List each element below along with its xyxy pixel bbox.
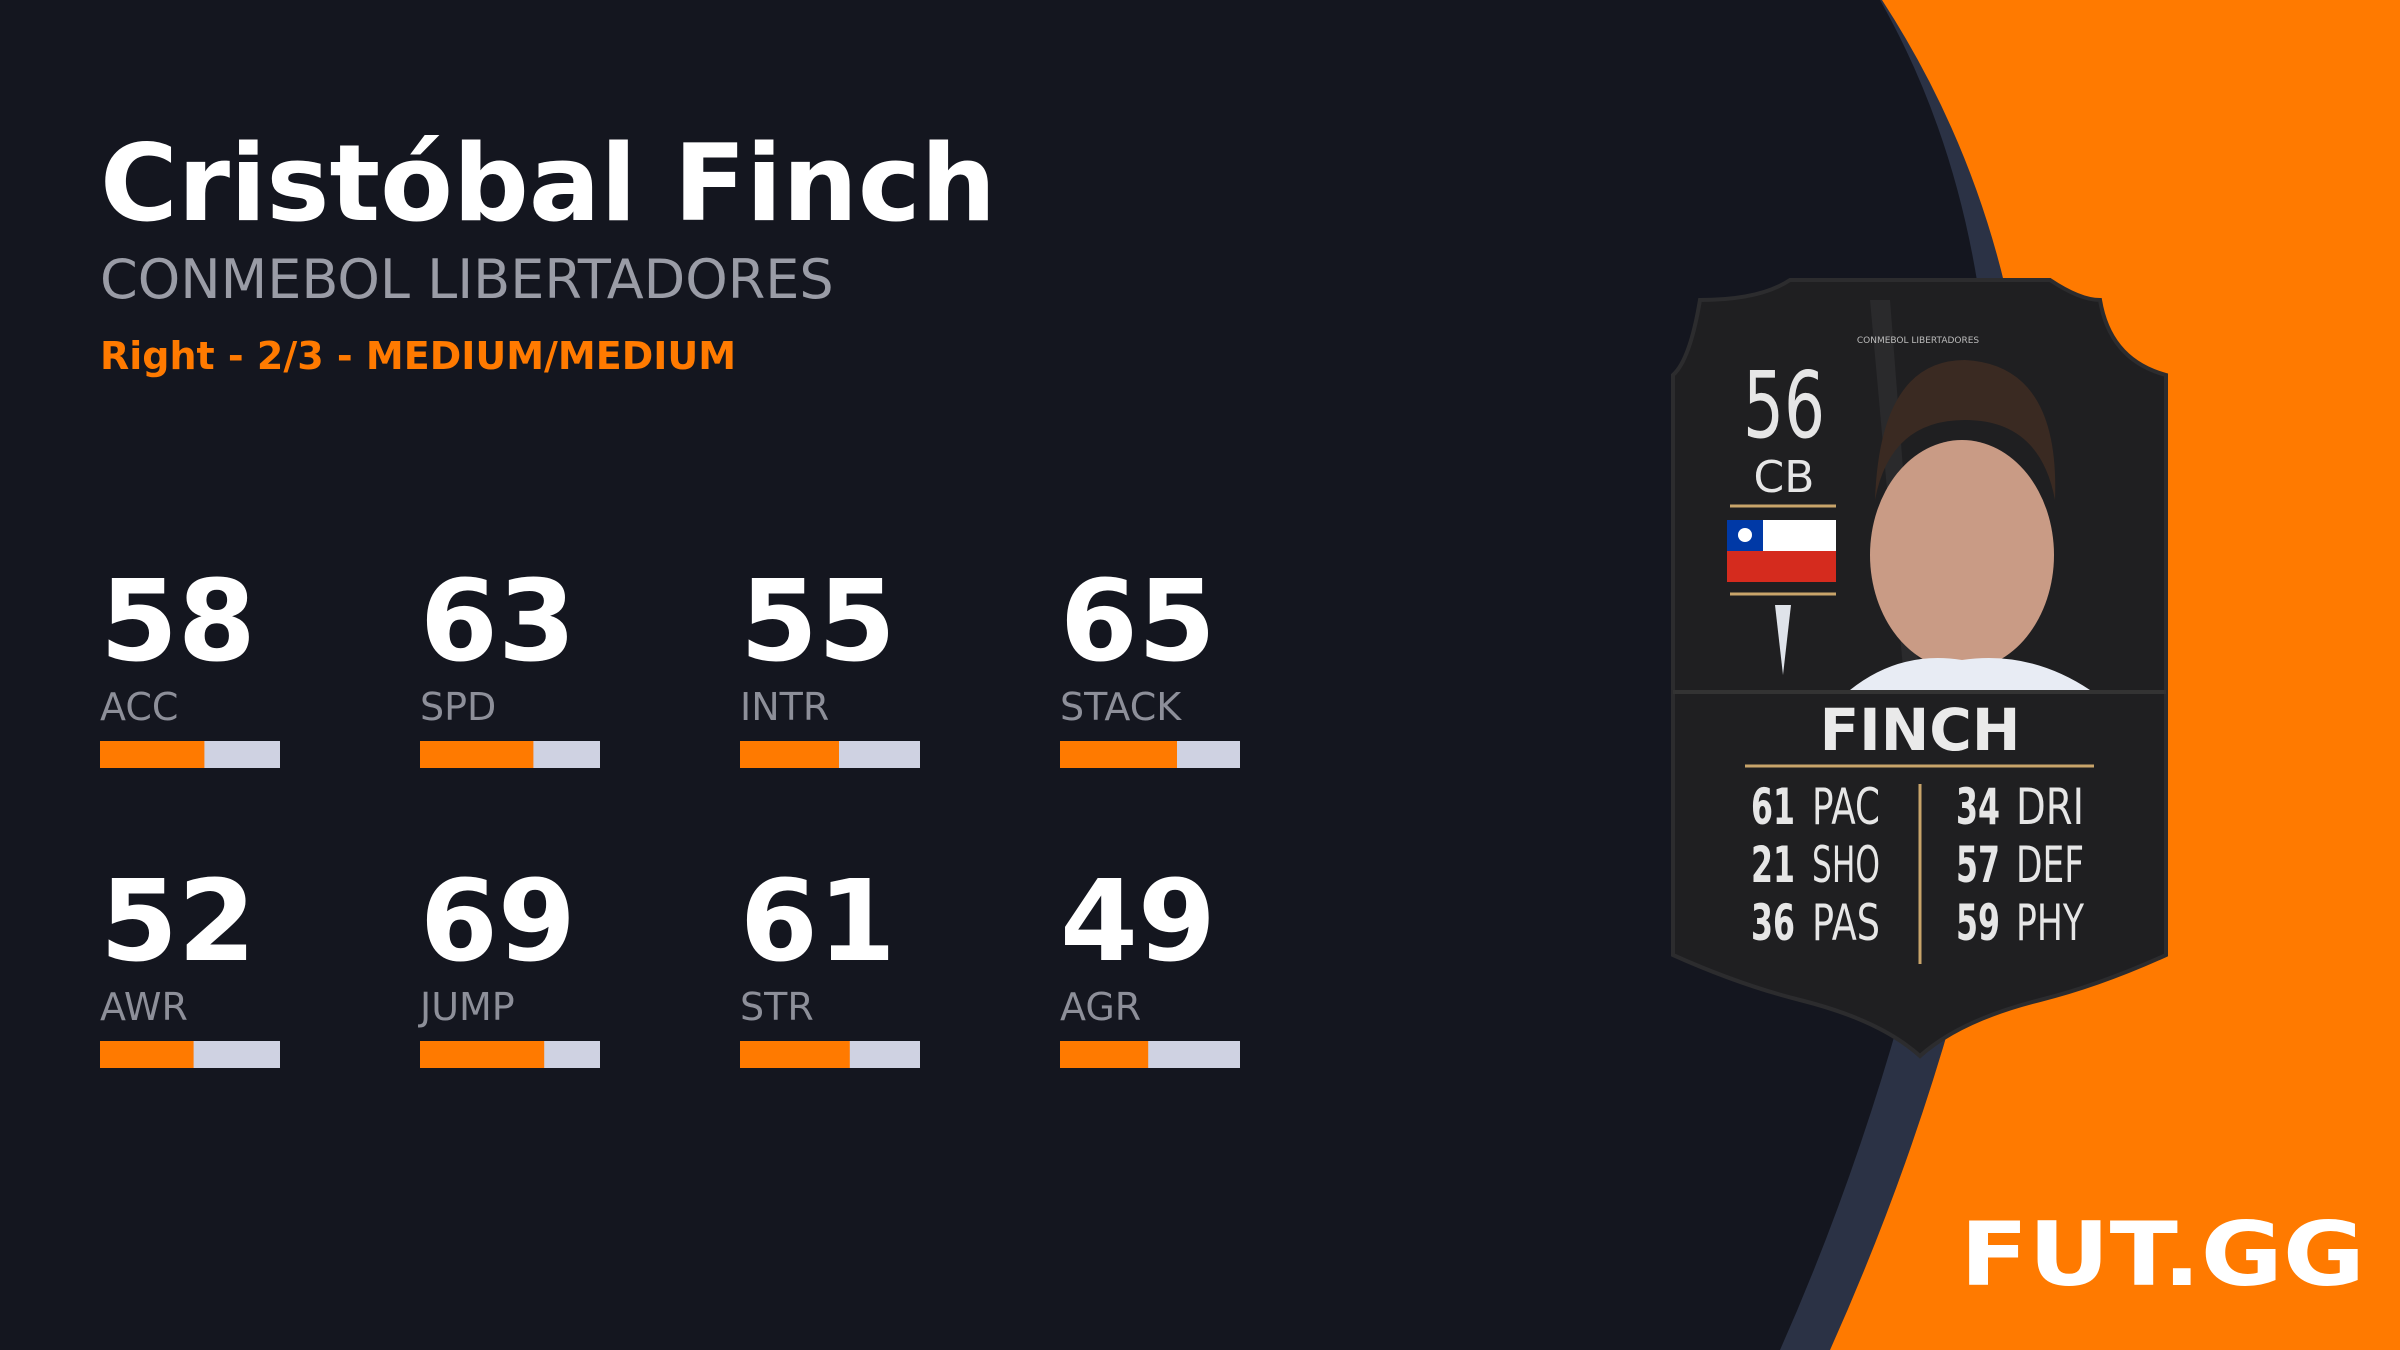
card-divider (1673, 690, 2166, 694)
card-rating: 56 (1743, 352, 1825, 459)
card-stat-value: 59 (1956, 894, 2000, 952)
card-stat-value: 57 (1956, 836, 2000, 894)
stat-bar (740, 1041, 850, 1068)
stat-value: 52 (100, 857, 256, 987)
flag-red (1727, 551, 1836, 582)
card-stat-value: 21 (1751, 836, 1795, 894)
stat-bar (740, 741, 839, 768)
card-stat-label: PAS (1812, 894, 1880, 952)
flag-star (1738, 528, 1752, 542)
stat-value: 65 (1060, 557, 1216, 687)
card-stat-label: SHO (1812, 836, 1880, 894)
stat-label: STR (740, 985, 814, 1029)
card-stat-value: 61 (1751, 778, 1795, 836)
player-face (1870, 440, 2054, 670)
card-position: CB (1754, 452, 1815, 503)
stat-label: AGR (1060, 985, 1141, 1029)
card-stat-value: 36 (1751, 894, 1795, 952)
card-stats: 61 PAC 21 SHO 36 PAS 34 DRI 57 DEF 59 PHY (1751, 778, 2084, 952)
stat-label: STACK (1060, 685, 1182, 729)
card-stat-label: DRI (2016, 778, 2084, 836)
stat-value: 69 (420, 857, 576, 987)
stat-bar (1060, 1041, 1149, 1068)
stat-label: SPD (420, 685, 496, 729)
stat-value: 63 (420, 557, 576, 687)
stat-label: INTR (740, 685, 829, 729)
stat-bar (1060, 741, 1177, 768)
player-hair (1875, 360, 2056, 500)
player-card: CONMEBOL LIBERTADORES 56 CB FINCH 61 PAC 2… (1671, 278, 2168, 1059)
player-name: Cristóbal Finch (100, 122, 996, 245)
player-info: Right - 2/3 - MEDIUM/MEDIUM (100, 334, 736, 378)
stat-label: JUMP (418, 985, 515, 1029)
stat-value: 61 (740, 857, 896, 987)
stat-value: 49 (1060, 857, 1216, 987)
card-name: FINCH (1820, 696, 2021, 764)
stat-bar (420, 1041, 545, 1068)
stat-label: AWR (100, 985, 188, 1029)
stat-label: ACC (100, 685, 178, 729)
stat-value: 58 (100, 557, 256, 687)
logo: FUT.GG (1960, 1203, 2365, 1306)
card-stat-label: PAC (1812, 778, 1880, 836)
stat-value: 55 (740, 557, 896, 687)
card-stat-label: PHY (2016, 894, 2084, 952)
club-badge (1775, 605, 1791, 675)
stat-bar (100, 741, 205, 768)
card-stat-value: 34 (1956, 778, 2000, 836)
card-stat-label: DEF (2016, 836, 2084, 894)
card-league: CONMEBOL LIBERTADORES (1857, 336, 1980, 346)
stat-bar (100, 1041, 194, 1068)
stat-bar (420, 741, 534, 768)
player-shirt (1850, 658, 2090, 690)
league-name: CONMEBOL LIBERTADORES (100, 248, 834, 311)
